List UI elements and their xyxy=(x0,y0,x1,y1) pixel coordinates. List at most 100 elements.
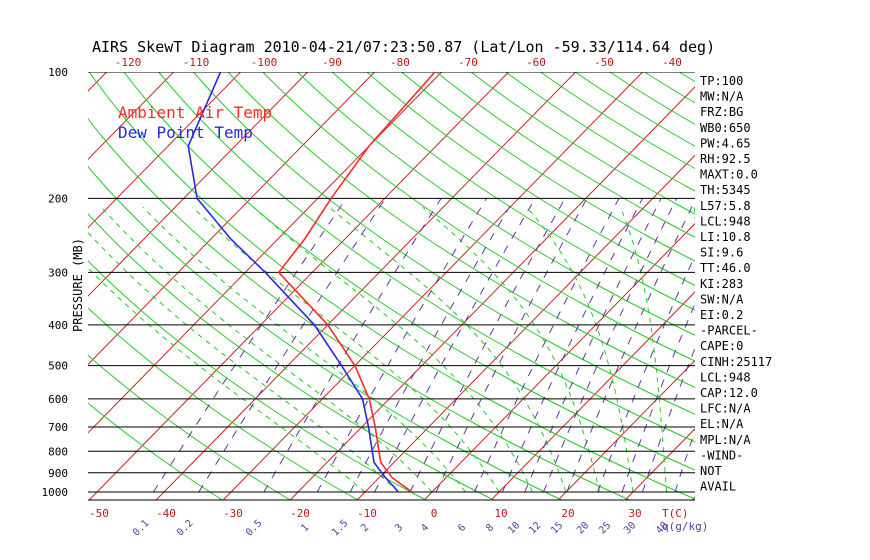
mixing-ratio-line xyxy=(374,198,536,493)
dry-adiabat-line xyxy=(88,354,291,500)
isotherm-line xyxy=(826,72,870,500)
stability-index-item: LFC:N/A xyxy=(700,402,751,416)
mixing-ratio-tick-label: 1 xyxy=(299,522,311,534)
pressure-tick-label: 500 xyxy=(48,360,68,373)
moist-adiabat-line xyxy=(88,267,366,493)
isotherm-line xyxy=(88,72,174,161)
dry-adiabat-line xyxy=(749,72,870,500)
stability-index-item: L57:5.8 xyxy=(700,199,751,213)
stability-index-item: MAXT:0.0 xyxy=(700,168,758,182)
moist-adiabat-line xyxy=(253,206,533,493)
legend-entry-air-temp: Ambient Air Temp xyxy=(118,103,272,122)
legend: Ambient Air Temp Dew Point Temp xyxy=(118,103,272,142)
stability-index-item: EL:N/A xyxy=(700,417,744,431)
pressure-tick-label: 200 xyxy=(48,192,68,205)
top-temp-tick-label: -50 xyxy=(594,56,614,69)
stability-index-item: LCL:948 xyxy=(700,370,751,384)
pressure-tick-label: 600 xyxy=(48,393,68,406)
dry-adiabat-line xyxy=(505,72,695,192)
stability-index-item: SI:9.6 xyxy=(700,246,743,260)
isotherm-line xyxy=(88,72,509,500)
top-temp-tick-label: -80 xyxy=(390,56,410,69)
isotherm-line xyxy=(759,72,870,500)
stability-index-item: CINH:25117 xyxy=(700,355,772,369)
mixing-ratio-line xyxy=(349,198,515,493)
top-temp-tick-label: -120 xyxy=(115,56,142,69)
pressure-tick-label: 900 xyxy=(48,467,68,480)
moist-adiabat-line xyxy=(142,206,466,493)
pressure-tick-labels: 100 200 300 400 500 600 700 800 900 1000 xyxy=(42,66,69,499)
stability-index-item: LCL:948 xyxy=(700,214,751,228)
isotherm-line xyxy=(88,72,375,366)
top-temp-tick-label: -100 xyxy=(251,56,278,69)
mixing-ratio-line xyxy=(409,198,566,493)
mixing-ratio-tick-label: 8 xyxy=(484,522,496,534)
dry-adiabat-line xyxy=(540,72,695,170)
air-temp-profile xyxy=(277,72,436,493)
mixing-ratio-tick-label: 15 xyxy=(549,520,565,536)
mixing-ratio-unit: q(g/kg) xyxy=(662,520,708,533)
bottom-temp-tick-label: 30 xyxy=(628,507,641,520)
dry-adiabat-line xyxy=(401,72,695,262)
dry-adiabat-line xyxy=(435,72,695,238)
mixing-ratio-tick-label: 4 xyxy=(419,522,431,534)
pressure-tick-label: 100 xyxy=(48,66,68,79)
dry-adiabat-line xyxy=(88,118,630,500)
dry-adiabat-line xyxy=(574,72,695,147)
moist-adiabat-line xyxy=(88,231,399,493)
stability-index-item: SW:N/A xyxy=(700,292,744,306)
stability-index-item: RH:92.5 xyxy=(700,152,751,166)
dry-adiabat-line xyxy=(88,402,223,500)
stability-index-item: TT:46.0 xyxy=(700,261,751,275)
isotherm-line xyxy=(490,291,695,500)
stability-index-item: LI:10.8 xyxy=(700,230,751,244)
stability-index-item: CAPE:0 xyxy=(700,339,743,353)
mixing-ratio-tick-label: 10 xyxy=(506,520,522,536)
dry-adiabat-line xyxy=(193,72,695,415)
mixing-ratio-tick-label: 6 xyxy=(456,522,468,534)
mixing-ratio-line xyxy=(473,198,620,493)
stability-index-item: MPL:N/A xyxy=(700,433,751,447)
stability-index-item: TP:100 xyxy=(700,74,743,88)
bottom-temp-tick-label: -50 xyxy=(89,507,109,520)
dry-adiabat-line xyxy=(783,72,870,500)
pressure-tick-label: 800 xyxy=(48,445,68,458)
dry-adiabat-line xyxy=(88,260,427,500)
isotherm-line xyxy=(88,72,308,297)
top-temperature-ticks: -120 -110 -100 -90 -80 -70 -60 -50 -40 xyxy=(115,56,682,69)
mixing-ratio-tick-label: 1.5 xyxy=(330,518,351,539)
plot-area xyxy=(88,72,870,501)
dry-adiabat-line xyxy=(818,72,870,500)
stability-index-item: TH:5345 xyxy=(700,183,751,197)
dry-adiabat-line xyxy=(88,165,562,500)
top-temp-tick-label: -90 xyxy=(322,56,342,69)
bottom-temp-tick-label: -20 xyxy=(290,507,310,520)
isotherm-line xyxy=(155,72,576,500)
mixing-ratio-tick-label: 30 xyxy=(622,520,638,536)
bottom-temp-tick-label: 10 xyxy=(494,507,507,520)
stability-index-item: -WIND- xyxy=(700,448,743,462)
isotherm-line xyxy=(88,72,241,229)
pressure-tick-label: 300 xyxy=(48,266,68,279)
dry-adiabat-line xyxy=(123,72,695,471)
bottom-temp-tick-label: -30 xyxy=(223,507,243,520)
moist-adiabat-line xyxy=(192,206,500,493)
mixing-ratio-tick-label: 20 xyxy=(575,520,591,536)
bottom-temp-tick-label: -40 xyxy=(156,507,176,520)
stability-index-item: EI:0.2 xyxy=(700,308,743,322)
mixing-ratio-line xyxy=(198,198,386,493)
pressure-tick-label: 400 xyxy=(48,319,68,332)
top-temp-tick-label: -70 xyxy=(458,56,478,69)
mixing-ratio-tick-label: 0.1 xyxy=(131,518,152,539)
moist-adiabat-line xyxy=(329,206,567,493)
mixing-ratio-tick-label: 25 xyxy=(597,520,613,536)
top-temp-tick-label: -60 xyxy=(526,56,546,69)
stability-index-item: KI:283 xyxy=(700,277,743,291)
isotherm-line xyxy=(289,86,695,500)
stability-index-item: MW:N/A xyxy=(700,90,744,104)
mixing-ratio-line xyxy=(152,198,347,493)
dry-adiabat-line xyxy=(88,307,359,500)
mixing-ratio-tick-label: 2 xyxy=(359,522,371,534)
dry-adiabat-line xyxy=(158,72,695,443)
